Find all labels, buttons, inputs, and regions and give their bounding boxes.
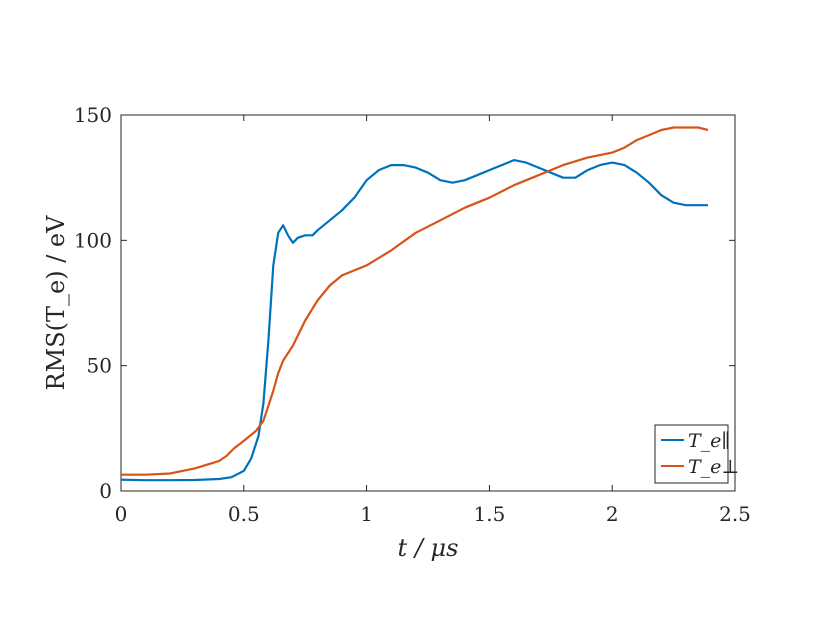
x-tick-label: 2.5 xyxy=(719,502,751,526)
y-tick-label: 100 xyxy=(74,228,112,252)
y-tick-label: 50 xyxy=(87,354,112,378)
plot-area xyxy=(120,114,736,492)
x-tick-label: 0.5 xyxy=(228,502,260,526)
y-tick-label: 150 xyxy=(74,103,112,127)
y-axis-label: RMS(T_e) / eV xyxy=(42,215,70,391)
legend-entry-t-e-parallel: T_e∥ xyxy=(688,430,730,452)
series-line-1 xyxy=(121,126,709,476)
series-layer xyxy=(120,126,709,482)
legend-entry-t-e-perp: T_e⊥ xyxy=(688,456,739,478)
ticks-layer: 0 0.5 1 1.5 2 2.5 0 50 100 150 xyxy=(74,103,751,526)
x-tick-label: 0 xyxy=(115,502,128,526)
legend-box xyxy=(654,424,729,484)
y-tick-label: 0 xyxy=(99,479,112,503)
x-tick-label: 1 xyxy=(360,502,373,526)
series-line-0 xyxy=(120,159,708,482)
x-axis-label: t / μs xyxy=(398,534,459,562)
x-tick-label: 1.5 xyxy=(473,502,505,526)
legend: T_e∥ T_e⊥ xyxy=(654,424,739,484)
x-tick-label: 2 xyxy=(606,502,619,526)
